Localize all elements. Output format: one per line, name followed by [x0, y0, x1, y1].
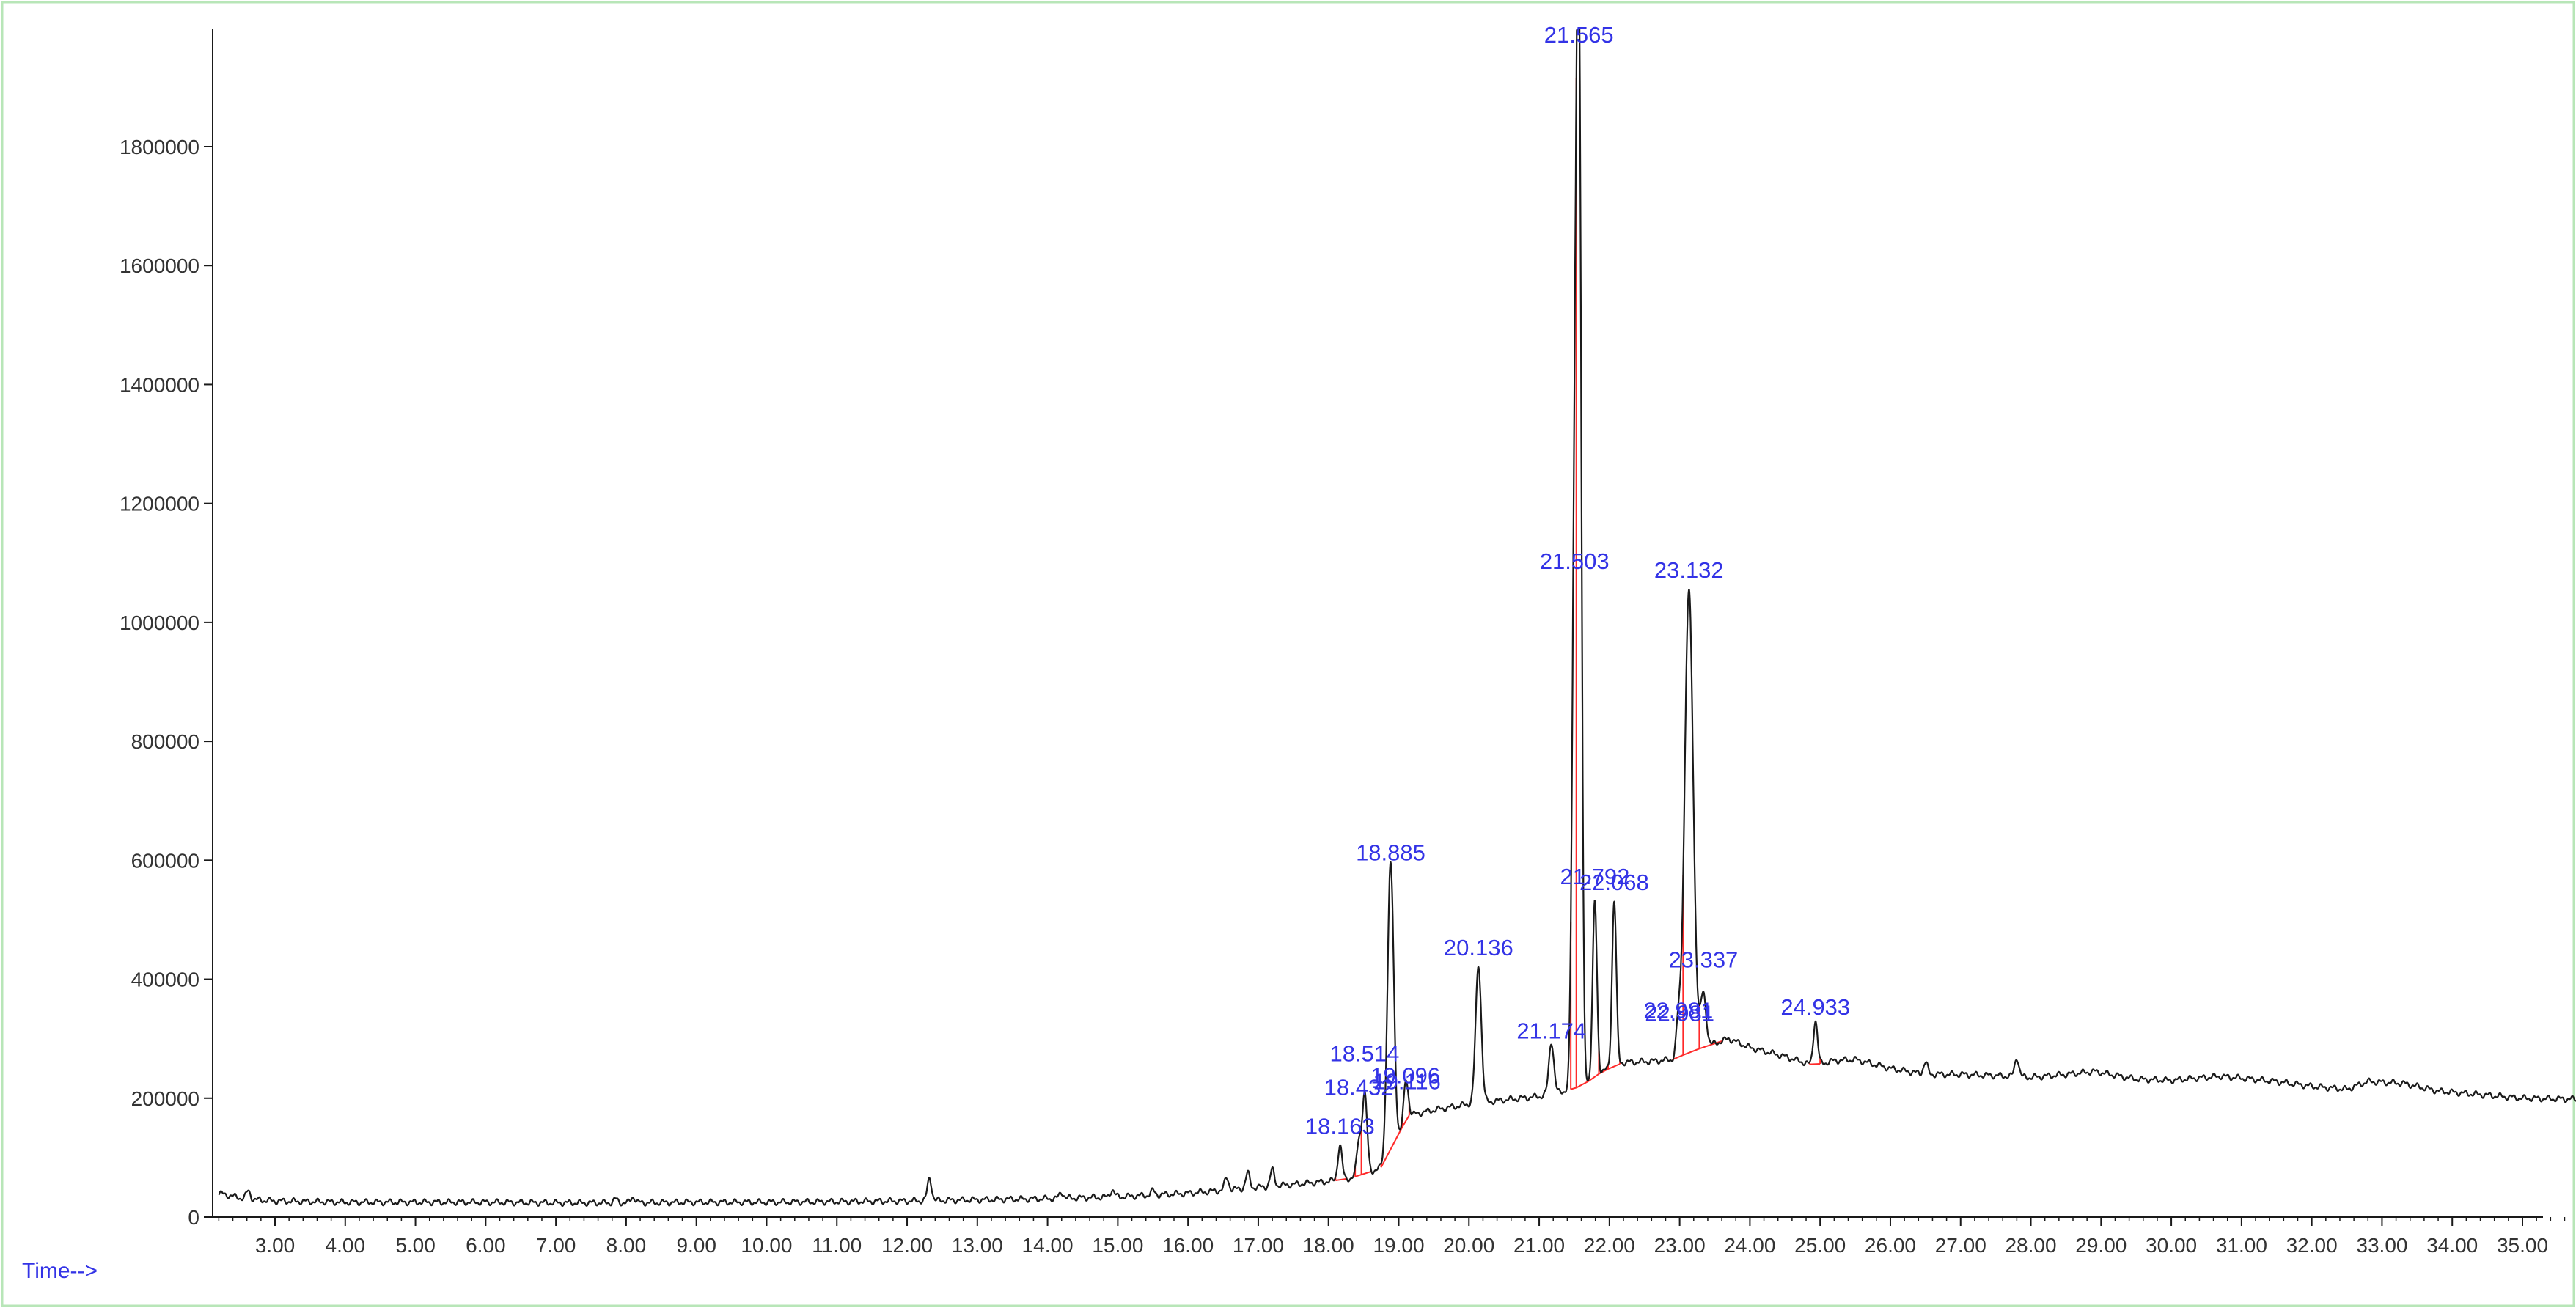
x-tick-label: 31.00	[2216, 1234, 2267, 1257]
peak-label: 21.503	[1540, 548, 1610, 574]
peak-label: 18.432	[1324, 1075, 1394, 1101]
y-tick-label: 1000000	[120, 611, 199, 634]
y-tick-label: 600000	[131, 849, 199, 872]
integration-baseline	[1361, 1171, 1371, 1176]
integration-baseline	[1672, 1054, 1684, 1060]
x-tick-label: 27.00	[1935, 1234, 1986, 1257]
x-tick-label: 13.00	[952, 1234, 1003, 1257]
integration-baseline	[1401, 1114, 1410, 1128]
peak-label: 23.132	[1654, 557, 1724, 583]
x-tick-label: 26.00	[1865, 1234, 1916, 1257]
x-tick-label: 33.00	[2356, 1234, 2407, 1257]
chromatogram-trace	[218, 28, 2576, 1207]
integration-baseline	[1570, 1087, 1577, 1090]
x-tick-label: 10.00	[741, 1234, 792, 1257]
y-tick-label: 1600000	[120, 254, 199, 277]
y-tick-label: 200000	[131, 1087, 199, 1110]
x-tick-label: 24.00	[1724, 1234, 1775, 1257]
x-tick-label: 15.00	[1092, 1234, 1143, 1257]
x-tick-label: 35.00	[2497, 1234, 2548, 1257]
x-tick-label: 4.00	[326, 1234, 366, 1257]
x-tick-label: 23.00	[1654, 1234, 1706, 1257]
peak-label: 21.792	[1560, 864, 1630, 889]
integration-baseline	[1588, 1073, 1600, 1082]
integration-baseline	[1576, 1080, 1589, 1089]
x-tick-label: 16.00	[1162, 1234, 1214, 1257]
peak-label: 21.174	[1516, 1018, 1586, 1044]
x-tick-label: 19.00	[1373, 1234, 1424, 1257]
x-tick-label: 11.00	[812, 1234, 862, 1257]
peak-label: 22.068	[1579, 870, 1649, 895]
y-tick-label: 0	[188, 1206, 199, 1229]
peak-label: 22.981	[1643, 997, 1713, 1023]
x-tick-label: 6.00	[466, 1234, 506, 1257]
integration-baseline	[1683, 1048, 1700, 1056]
x-tick-label: 32.00	[2286, 1234, 2338, 1257]
x-tick-label: 29.00	[2075, 1234, 2127, 1257]
y-tick-label: 1400000	[120, 373, 199, 396]
y-ticks: 0 200000 400000 600000 800000 1000000 1200000 1…	[120, 136, 213, 1229]
x-tick-label: 18.00	[1303, 1234, 1354, 1257]
y-tick-label: 1200000	[120, 493, 199, 515]
peak-label: 22.981	[1645, 1000, 1714, 1026]
x-tick-label: 9.00	[676, 1234, 716, 1257]
x-tick-label: 30.00	[2146, 1234, 2197, 1257]
peak-label: 23.337	[1668, 947, 1738, 972]
integration-baseline	[1380, 1126, 1403, 1168]
x-tick-label: 22.00	[1584, 1234, 1635, 1257]
x-tick-label: 12.00	[881, 1234, 933, 1257]
x-tick-label: 28.00	[2005, 1234, 2056, 1257]
integration-baseline	[1354, 1174, 1362, 1177]
x-tick-label: 7.00	[536, 1234, 576, 1257]
y-tick-label: 800000	[131, 730, 199, 753]
peak-label: 21.565	[1544, 22, 1614, 48]
x-tick-label: 21.00	[1513, 1234, 1565, 1257]
x-tick-label: 25.00	[1794, 1234, 1846, 1257]
peak-label: 18.163	[1305, 1113, 1375, 1139]
integration-baseline	[1607, 1063, 1621, 1070]
x-tick-label: 20.00	[1443, 1234, 1494, 1257]
peak-label: 19.116	[1373, 1069, 1441, 1095]
integration-baseline	[1335, 1177, 1346, 1181]
peak-label: 19.096	[1370, 1063, 1440, 1089]
peak-label: 20.136	[1444, 935, 1513, 960]
x-ticks: 3.00 4.00 5.00 6.00 7.00 8.00 9.00 10.00 11.00 12…	[218, 1217, 2566, 1257]
x-tick-label: 3.00	[255, 1234, 296, 1257]
integration-baseline	[1699, 1043, 1712, 1050]
peak-label: 18.885	[1356, 839, 1425, 865]
x-tick-label: 5.00	[395, 1234, 436, 1257]
peak-label: 24.933	[1780, 994, 1850, 1020]
x-axis-label: Time-->	[22, 1259, 98, 1283]
x-tick-label: 14.00	[1022, 1234, 1074, 1257]
x-tick-label: 8.00	[606, 1234, 647, 1257]
integration-baseline	[1809, 1063, 1821, 1065]
y-tick-label: 1800000	[120, 136, 199, 158]
x-tick-label: 17.00	[1233, 1234, 1284, 1257]
x-tick-label: 34.00	[2426, 1234, 2478, 1257]
peak-label: 18.514	[1330, 1040, 1400, 1066]
y-tick-label: 400000	[131, 969, 199, 991]
